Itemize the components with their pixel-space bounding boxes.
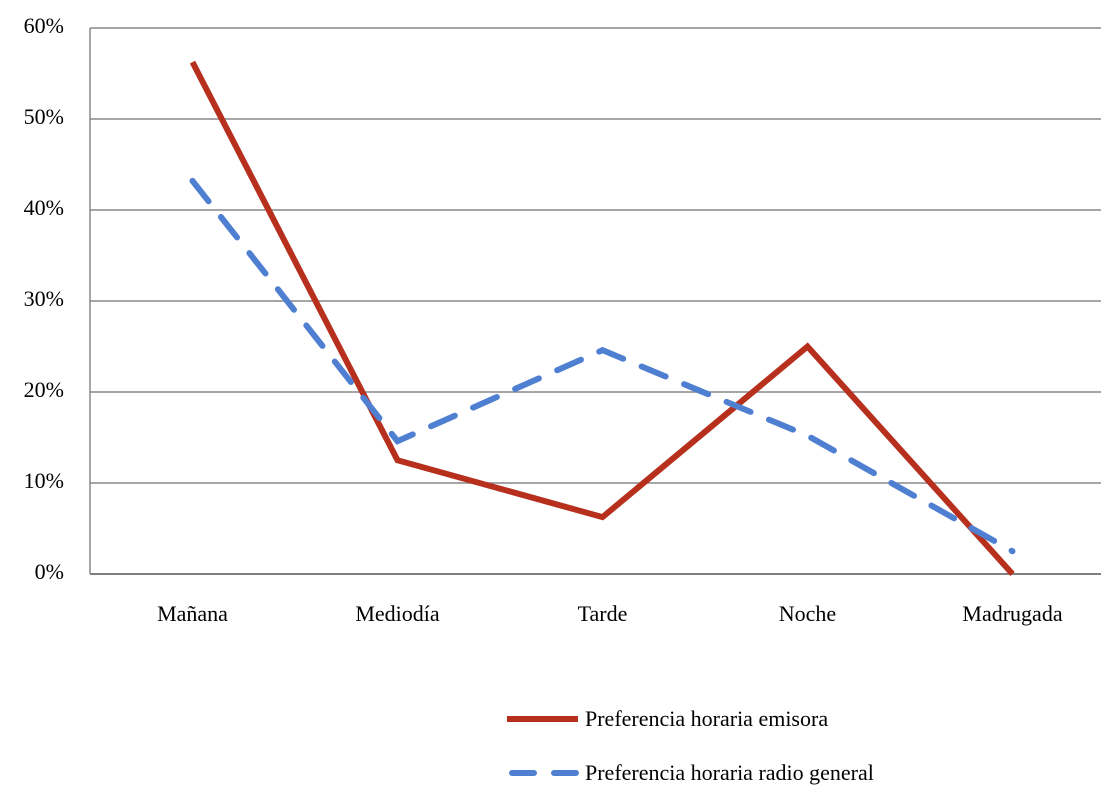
y-tick-label: 60% <box>24 13 64 38</box>
y-tick-label: 30% <box>24 286 64 311</box>
y-tick-label: 0% <box>35 559 64 584</box>
x-tick-label: Mañana <box>157 601 228 626</box>
legend-label: Preferencia horaria emisora <box>585 706 828 731</box>
y-tick-label: 50% <box>24 104 64 129</box>
y-tick-label: 10% <box>24 468 64 493</box>
legend-label: Preferencia horaria radio general <box>585 760 874 785</box>
series-line <box>189 177 1016 555</box>
x-tick-label: Noche <box>779 601 836 626</box>
series-line <box>189 60 1015 577</box>
y-tick-label: 40% <box>24 195 64 220</box>
y-tick-label: 20% <box>24 377 64 402</box>
x-tick-label: Tarde <box>578 601 628 626</box>
x-tick-label: Madrugada <box>962 601 1062 626</box>
x-tick-label: Mediodía <box>355 601 440 626</box>
